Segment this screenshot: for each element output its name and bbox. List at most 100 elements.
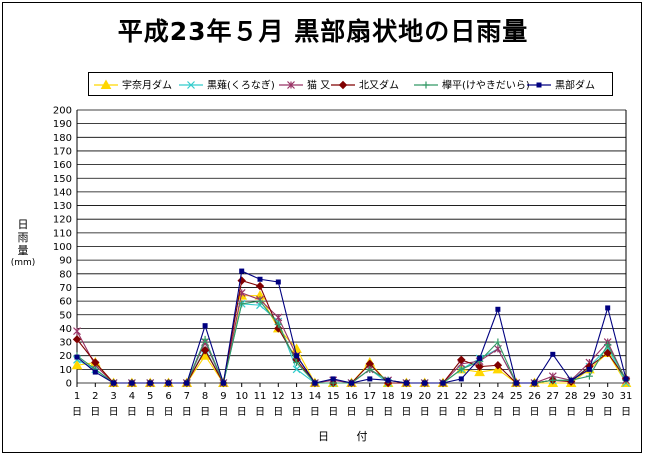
data-point bbox=[585, 372, 593, 380]
data-point bbox=[494, 338, 502, 346]
data-point bbox=[458, 376, 464, 382]
data-point bbox=[292, 365, 301, 374]
x-tick-label: 28 bbox=[565, 391, 578, 402]
series-6 bbox=[74, 268, 629, 386]
y-tick-label: 190 bbox=[53, 119, 72, 130]
data-point bbox=[367, 376, 373, 382]
y-tick-label: 110 bbox=[53, 228, 72, 239]
data-point bbox=[385, 377, 391, 383]
x-tick-label: 10 bbox=[235, 391, 248, 402]
legend-items: 宇奈月ダム 黒薙(くろなぎ) 猫 又 北又ダム 欅平(けやきだいら) 黒部ダム bbox=[94, 79, 595, 92]
x-tick-label: 17 bbox=[363, 391, 376, 402]
x-tick-label: 12 bbox=[272, 391, 285, 402]
data-point bbox=[184, 380, 190, 386]
legend-item-2: 黒薙(くろなぎ) bbox=[179, 79, 275, 92]
data-point bbox=[255, 281, 265, 291]
y-axis-label-char-2: 雨 bbox=[17, 231, 29, 244]
x-tick-day-suffix: 日 bbox=[530, 407, 540, 418]
data-point bbox=[474, 366, 485, 377]
y-axis-label-char-1: 日 bbox=[17, 218, 29, 231]
y-tick-label: 170 bbox=[53, 146, 72, 157]
x-tick-label: 9 bbox=[220, 391, 226, 402]
data-point bbox=[366, 365, 374, 373]
x-tick-label: 27 bbox=[546, 391, 559, 402]
legend-label: 欅平(けやきだいら) bbox=[442, 80, 530, 92]
data-point bbox=[256, 297, 264, 305]
x-tick-day-suffix: 日 bbox=[164, 407, 174, 418]
legend-marker bbox=[287, 81, 295, 89]
x-tick-day-suffix: 日 bbox=[200, 407, 210, 418]
x-tick-day-suffix: 日 bbox=[475, 407, 485, 418]
y-axis-label-char-3: 量 bbox=[17, 244, 29, 257]
data-point bbox=[312, 380, 318, 386]
y-tick-label: 150 bbox=[53, 174, 72, 185]
data-point bbox=[147, 380, 153, 386]
x-tick-day-suffix: 日 bbox=[347, 407, 357, 418]
legend-label: 猫 又 bbox=[307, 79, 330, 92]
legend-item-5: 欅平(けやきだいら) bbox=[414, 80, 530, 92]
legend-label: 黒薙(くろなぎ) bbox=[207, 79, 275, 92]
legend-item-1: 宇奈月ダム bbox=[94, 79, 172, 92]
x-tick-label: 21 bbox=[437, 391, 450, 402]
legend-label: 宇奈月ダム bbox=[122, 79, 172, 92]
data-point bbox=[220, 380, 226, 386]
x-tick-day-suffix: 日 bbox=[310, 407, 320, 418]
y-tick-label: 140 bbox=[53, 187, 72, 198]
data-point bbox=[293, 359, 301, 367]
y-tick-label: 130 bbox=[53, 201, 72, 212]
x-tick-label: 15 bbox=[327, 391, 340, 402]
data-point bbox=[550, 351, 556, 357]
data-point bbox=[274, 313, 283, 322]
x-tick-label: 2 bbox=[92, 391, 98, 402]
data-point bbox=[495, 306, 501, 312]
data-point bbox=[603, 348, 612, 358]
y-tick-label: 20 bbox=[59, 351, 72, 362]
x-tick-day-suffix: 日 bbox=[218, 407, 228, 418]
data-point bbox=[477, 355, 483, 361]
legend-item-6: 黒部ダム bbox=[527, 79, 595, 92]
y-tick-label: 160 bbox=[53, 160, 72, 171]
x-tick-label: 24 bbox=[492, 391, 505, 402]
data-point bbox=[129, 380, 135, 386]
data-point bbox=[532, 380, 537, 386]
x-tick-day-suffix: 日 bbox=[273, 407, 283, 418]
x-tick-day-suffix: 日 bbox=[383, 407, 393, 418]
series-line bbox=[76, 295, 627, 385]
x-tick-label: 8 bbox=[202, 391, 208, 402]
y-tick-label: 40 bbox=[59, 324, 72, 335]
x-tick-label: 1 bbox=[74, 391, 80, 402]
legend-label: 黒部ダム bbox=[555, 79, 595, 92]
y-tick-label: 180 bbox=[53, 133, 72, 144]
data-point bbox=[457, 365, 465, 373]
y-tick-label: 90 bbox=[59, 256, 72, 267]
data-point bbox=[349, 380, 354, 386]
x-tick-label: 7 bbox=[184, 391, 190, 402]
data-point bbox=[330, 376, 336, 382]
series-line bbox=[76, 279, 627, 385]
legend: 宇奈月ダム 黒薙(くろなぎ) 猫 又 北又ダム 欅平(けやきだいら) 黒部ダム bbox=[88, 72, 613, 96]
series-1 bbox=[71, 290, 632, 387]
x-tick-day-suffix: 日 bbox=[438, 407, 448, 418]
series-3 bbox=[73, 288, 630, 387]
x-tick-label: 26 bbox=[528, 391, 541, 402]
data-point bbox=[586, 366, 592, 372]
data-point bbox=[92, 369, 98, 375]
data-point bbox=[605, 305, 611, 311]
legend-marker bbox=[100, 79, 112, 89]
legend-item-3: 猫 又 bbox=[279, 79, 330, 92]
data-point bbox=[73, 327, 81, 336]
x-tick-label: 22 bbox=[455, 391, 468, 402]
y-axis-label-unit: (mm) bbox=[10, 258, 36, 268]
series-2 bbox=[73, 299, 630, 387]
x-tick-day-suffix: 日 bbox=[548, 407, 558, 418]
x-tick-day-suffix: 日 bbox=[72, 407, 82, 418]
data-point bbox=[200, 346, 210, 355]
x-tick-day-suffix: 日 bbox=[456, 407, 466, 418]
y-tick-label: 80 bbox=[59, 269, 72, 280]
data-point bbox=[549, 376, 557, 384]
x-tick-label: 11 bbox=[254, 391, 267, 402]
x-tick-day-suffix: 日 bbox=[420, 407, 430, 418]
series-4 bbox=[72, 276, 631, 388]
legend-label: 北又ダム bbox=[359, 79, 399, 92]
data-point bbox=[274, 320, 282, 328]
